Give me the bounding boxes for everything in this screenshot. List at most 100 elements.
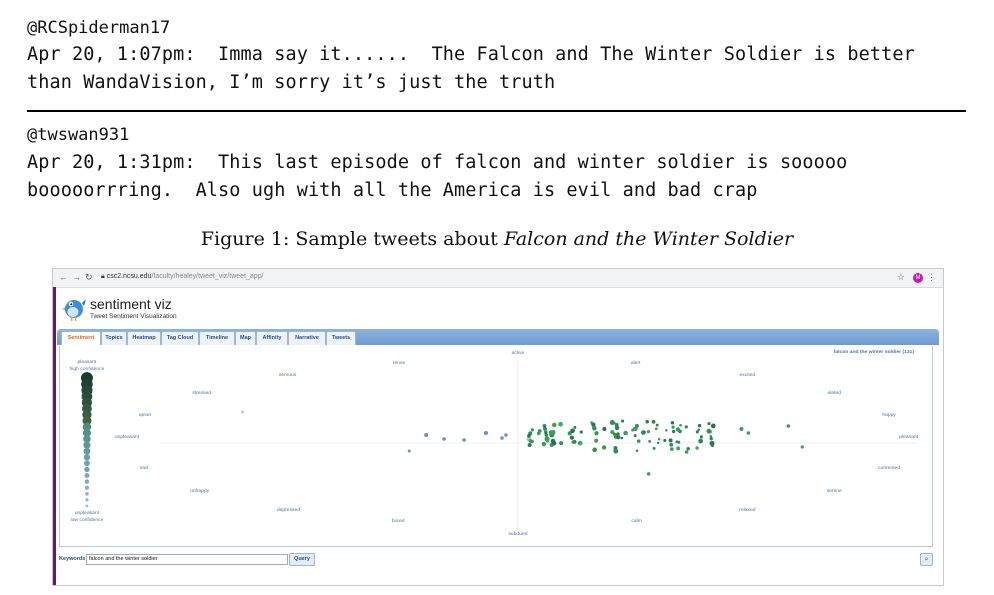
tweet-point — [620, 419, 625, 423]
tweet-point — [697, 428, 701, 432]
tab-sentiment[interactable]: Sentiment — [61, 331, 101, 345]
divider — [27, 110, 966, 112]
tab-topics[interactable]: Topics — [101, 331, 127, 345]
tweet-point — [552, 441, 557, 446]
tweet-point — [695, 446, 699, 450]
tweet-point — [669, 442, 674, 447]
label-serene: serene — [827, 488, 842, 494]
tweet-point — [594, 431, 599, 436]
query-count-label: falcon and the winter soldier (131) — [834, 349, 915, 355]
tweet-point — [746, 431, 751, 435]
legend-dot — [82, 422, 92, 432]
address-bar[interactable]: 🔒︎ csc2.ncsu.edu/faculty/healey/tweet_vi… — [101, 273, 264, 280]
tweet-point — [623, 430, 628, 436]
legend-dot — [85, 491, 89, 496]
tweet-point — [442, 437, 446, 441]
tweet-point — [697, 423, 702, 428]
tweet-point — [545, 439, 550, 443]
tweet-point — [559, 441, 564, 446]
zoom-icon[interactable]: ⌕ — [920, 553, 933, 566]
back-icon[interactable]: ← — [59, 272, 68, 282]
label-calm: calm — [631, 518, 642, 524]
legend-dot — [84, 460, 90, 467]
tweet-point — [695, 430, 699, 434]
tab-timeline[interactable]: Timeline — [199, 331, 235, 345]
label-excited: excited — [740, 372, 756, 378]
label-nervous: nervous — [279, 372, 297, 378]
label-active: active — [511, 350, 524, 356]
tweet-text-line: Apr 20, 1:07pm: Imma say it...... The Fa… — [27, 44, 915, 65]
label-stressed: stressed — [192, 390, 211, 396]
star-icon[interactable]: ☆ — [896, 272, 905, 282]
tweet-point — [635, 449, 639, 452]
tweet-point — [675, 427, 681, 432]
tweet-point — [651, 419, 656, 424]
tweet-point — [610, 430, 615, 435]
legend-dot — [85, 498, 89, 502]
tweet-point — [579, 430, 583, 434]
tweet-point — [699, 435, 703, 439]
keywords-input[interactable]: falcon and the winter soldier — [86, 554, 288, 565]
browser-toolbar: ← → ↻ 🔒︎ csc2.ncsu.edu/faculty/healey/tw… — [53, 269, 943, 288]
tweet-point — [679, 423, 682, 427]
tweet-point — [652, 446, 656, 450]
tweet-point — [670, 447, 674, 451]
tweet-point — [670, 420, 675, 425]
tweet-point — [655, 423, 659, 427]
legend-dot — [82, 416, 92, 426]
tab-narrative[interactable]: Narrative — [288, 331, 326, 345]
sentiment-plot: pleasant high confidence unpleasant low … — [70, 349, 919, 537]
label-sad: sad — [140, 465, 148, 471]
tab-tag-cloud[interactable]: Tag Cloud — [161, 331, 199, 345]
tweet-handle: @RCSpiderman17 — [27, 18, 171, 38]
label-bored: bored — [392, 518, 405, 524]
tweet-point — [665, 429, 668, 432]
tweet-point — [645, 419, 649, 424]
tweet-point — [558, 421, 563, 427]
window-edge — [53, 287, 56, 585]
tweet-point — [602, 427, 607, 432]
tweet-point — [709, 435, 713, 438]
tab-heatmap[interactable]: Heatmap — [127, 331, 161, 345]
tweet-point — [527, 433, 531, 438]
lock-icon: 🔒︎ — [101, 273, 105, 280]
tweet-point — [633, 426, 638, 432]
tweet-point — [594, 438, 599, 443]
tweet-point — [462, 438, 466, 442]
query-button[interactable]: Query — [289, 553, 315, 566]
legend-dot — [85, 504, 89, 508]
tweet-point — [648, 439, 652, 443]
tweet-point — [698, 438, 704, 444]
label-alert: alert — [631, 360, 641, 366]
tweet-point — [675, 440, 679, 444]
tweet-point — [656, 441, 660, 445]
tweet-point — [706, 428, 712, 434]
label-unpleasant: unpleasant — [115, 434, 140, 440]
tweet-points — [240, 410, 804, 476]
tab-bar: Sentiment Topics Heatmap Tag Cloud Timel… — [57, 329, 939, 345]
reload-icon[interactable]: ↻ — [85, 272, 93, 282]
tweet-point — [672, 429, 676, 434]
legend-pleasant: pleasant — [78, 359, 97, 365]
tab-map[interactable]: Map — [235, 331, 256, 345]
tweet-point — [676, 446, 681, 451]
tweet-point — [686, 447, 690, 451]
label-unhappy: unhappy — [190, 488, 210, 494]
profile-icon[interactable]: M — [913, 273, 923, 283]
menu-icon[interactable]: ⋮ — [927, 272, 936, 282]
tweet-point — [577, 440, 583, 446]
tweet-point — [654, 427, 658, 431]
sentiment-panel: pleasant high confidence unpleasant low … — [59, 346, 933, 547]
tweet-point — [530, 428, 534, 432]
tab-tweets[interactable]: Tweets — [326, 331, 356, 345]
tweet-point — [592, 426, 597, 431]
tweet-point — [709, 437, 713, 441]
label-elated: elated — [827, 390, 841, 396]
tweet-point — [591, 422, 596, 427]
tweet-point — [407, 449, 411, 453]
forward-icon[interactable]: → — [72, 272, 81, 282]
bird-logo-icon — [62, 299, 86, 321]
tweet-point — [710, 444, 714, 448]
tab-affinity[interactable]: Affinity — [256, 331, 288, 345]
tweet-point — [684, 425, 688, 429]
